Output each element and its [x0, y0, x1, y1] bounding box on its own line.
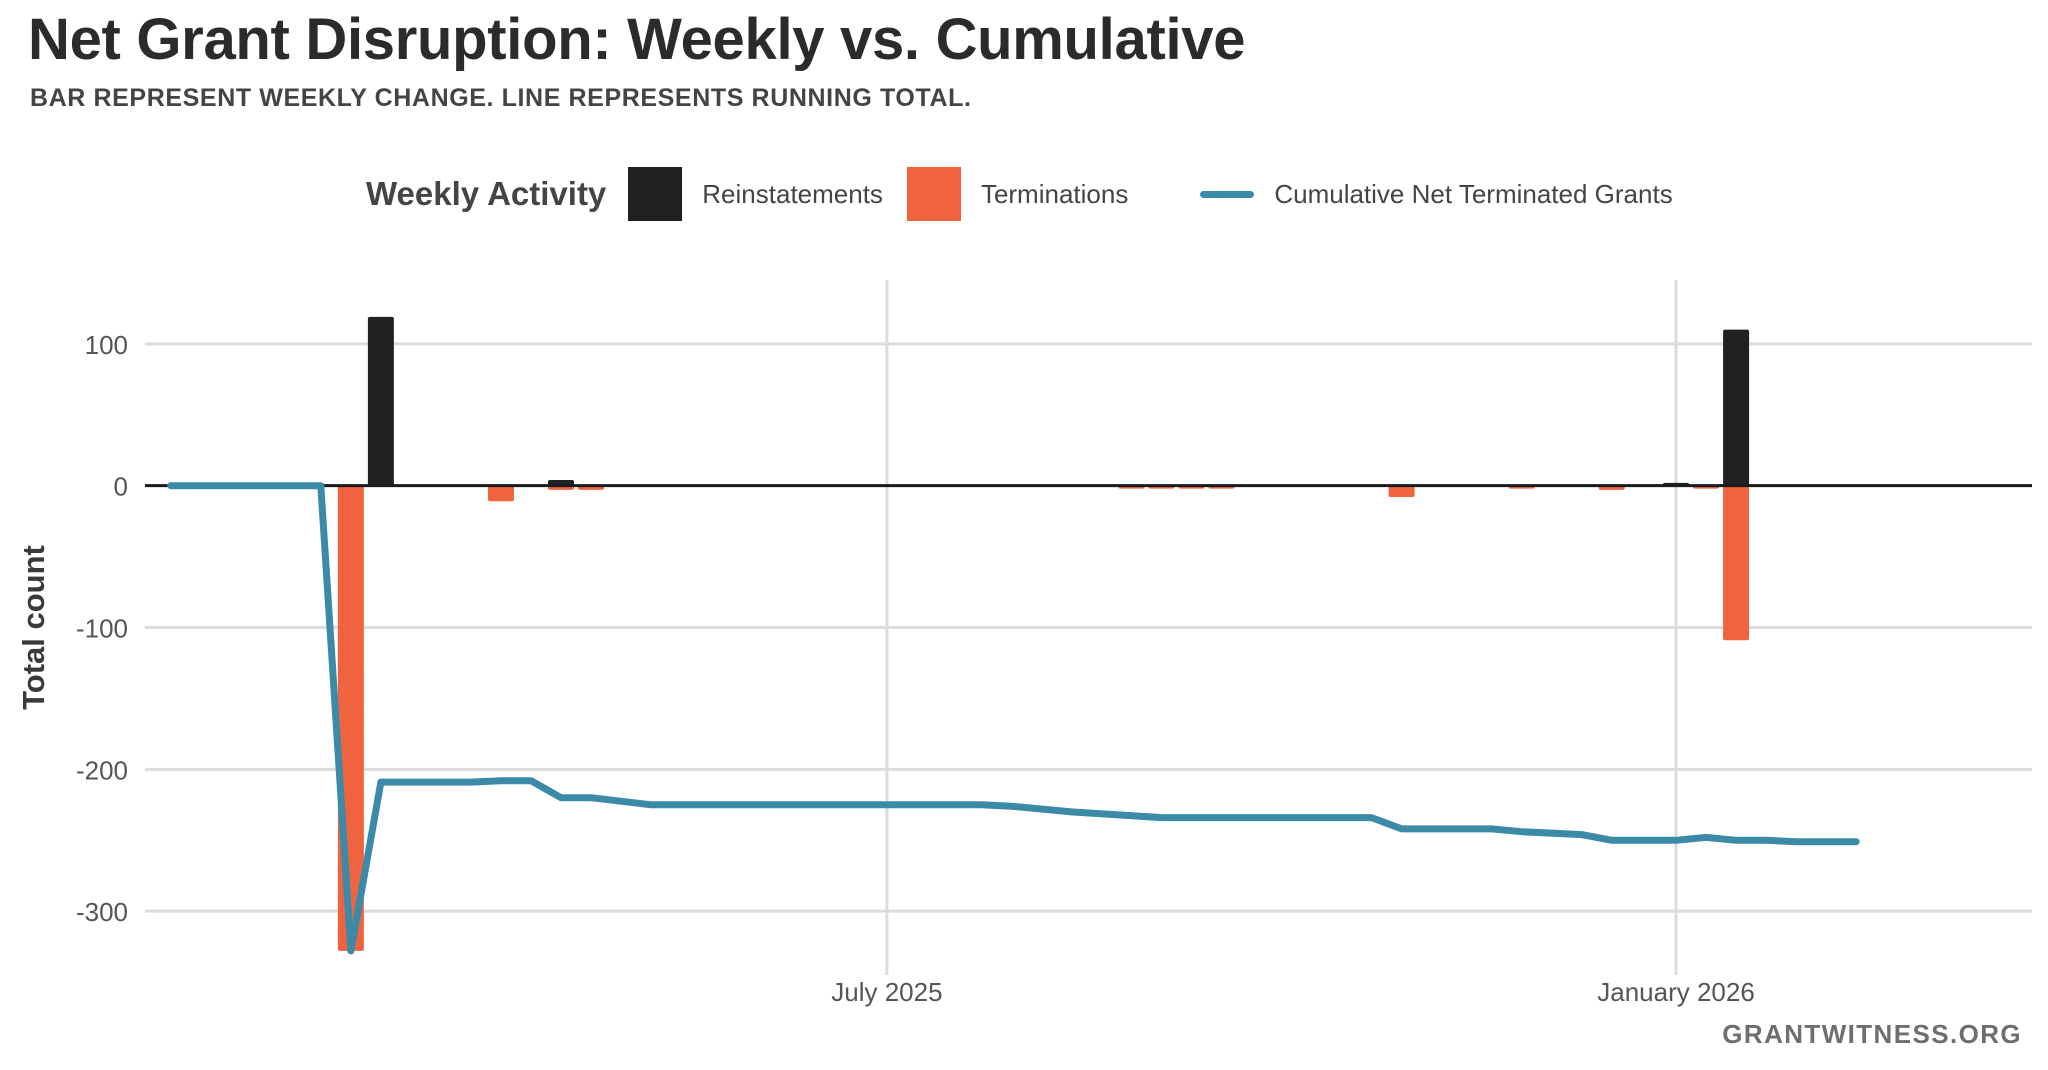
chart-title: Net Grant Disruption: Weekly vs. Cumulat…	[28, 7, 1246, 72]
legend-title: Weekly Activity	[366, 175, 607, 212]
legend-item-terminations: Terminations	[906, 167, 1129, 221]
legend-item-reinstatements: Reinstatements	[628, 167, 883, 221]
legend-swatch-terminations	[906, 167, 961, 221]
bar-termination	[1388, 485, 1415, 498]
y-axis-title: Total count	[16, 545, 51, 710]
chart-subtitle: BAR REPRESENT WEEKLY CHANGE. LINE REPRES…	[30, 84, 972, 112]
legend: Weekly Activity Reinstatements Terminati…	[366, 166, 1697, 222]
y-tick-label: -300	[76, 897, 128, 927]
y-tick-label: -100	[76, 614, 128, 644]
legend-label-cumulative: Cumulative Net Terminated Grants	[1274, 178, 1673, 209]
bar-termination	[1723, 485, 1750, 641]
x-tick-label: January 2026	[1597, 977, 1755, 1007]
cumulative-line	[167, 482, 1860, 955]
legend-swatch-cumulative	[1200, 190, 1255, 198]
y-tick-label: 0	[114, 472, 128, 502]
legend-label-terminations: Terminations	[980, 178, 1129, 209]
bar-termination	[487, 485, 514, 502]
x-tick-label: July 2025	[831, 977, 942, 1007]
y-tick-label: 100	[85, 330, 128, 360]
legend-swatch-reinstatements	[628, 167, 683, 221]
legend-item-cumulative: Cumulative Net Terminated Grants	[1152, 178, 1673, 210]
source-credit: GRANTWITNESS.ORG	[1722, 1019, 2022, 1049]
y-tick-label: -200	[76, 755, 128, 785]
bar-reinstatement	[367, 316, 394, 486]
legend-label-reinstatements: Reinstatements	[702, 178, 883, 209]
bar-reinstatement	[1723, 329, 1750, 486]
